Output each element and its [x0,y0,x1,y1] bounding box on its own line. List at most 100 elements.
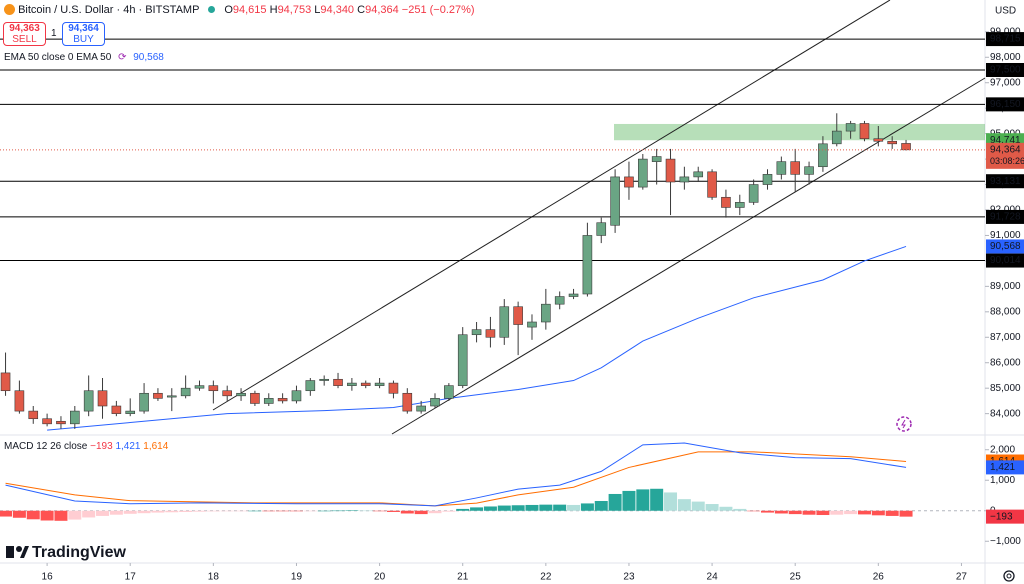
buy-label[interactable]: BUY [73,34,94,45]
candle-body [111,405,122,414]
logo-mark [16,546,22,552]
macd-y-tick-label: 1,000 [990,475,1015,486]
candle-body [70,410,80,425]
macd-histogram-bar [40,510,54,521]
icon[interactable] [901,419,906,429]
countdown: 03:08:26 [990,156,1024,166]
macd-histogram-bar [289,510,303,512]
macd-histogram-bar [151,510,165,513]
candle-body [457,334,468,386]
x-tick-label: 27 [956,572,968,583]
icon[interactable] [896,416,912,432]
y-tick-label: 99,000 [990,26,1021,37]
level-label: 98,715 [990,34,1021,45]
candle-body [554,296,565,305]
y-tick-label: 86,000 [990,357,1021,368]
y-tick-label: 84,000 [990,408,1021,419]
sell-label[interactable]: SELL [12,34,37,45]
candle-body [693,171,704,178]
macd-histogram-bar [262,510,276,512]
macd-histogram-bar [109,510,123,515]
replay-icon[interactable] [896,416,912,432]
macd-histogram-bar [414,510,428,515]
candle-body [721,196,731,208]
y-tick-label: 89,000 [990,281,1021,292]
macd-histogram-bar [747,510,761,512]
macd-histogram-bar [622,490,636,511]
candle-body [56,420,66,425]
buy-button[interactable]: 94,364 BUY [62,22,105,46]
sell-button[interactable]: 94,363 SELL [3,22,46,46]
currency: USD [995,6,1016,17]
macd-histogram-bar [456,508,470,511]
candle-body [277,398,288,402]
candle-body [416,405,426,412]
macd-histogram-bar [400,510,414,514]
candle-body [776,161,787,175]
candle-body [485,329,496,338]
zone [614,123,985,141]
candle-body [596,222,607,236]
ema-value: 90,568 [133,52,164,63]
macd-line [5,442,907,507]
buy-price[interactable]: 94,364 [68,23,99,34]
macd-histogram-bar [179,510,193,512]
level-label: 91,728 [990,212,1021,223]
candle-body [42,418,52,425]
macd-hist-value: −193 [90,441,113,452]
logo: TradingView [6,544,127,561]
macd-histogram-bar [733,508,747,511]
macd-histogram-bar [248,510,262,512]
ema-name: EMA 50 close 0 EMA 50 [4,52,112,63]
settings-icon[interactable] [1003,570,1015,582]
macd-histogram-bar [857,510,871,515]
macd-histogram-bar [885,510,899,516]
ema-legend: EMA 50 close 0 EMA 50 ⟳ 90,568 [4,52,164,63]
macd-histogram-bar [428,510,442,514]
candle-body [305,380,316,392]
x-tick-label: 22 [540,572,552,583]
ema-label-bg [986,239,1024,254]
candle-body [360,382,371,386]
macd-histogram-bar [82,510,96,518]
candle-body [402,392,413,412]
x-tick-label: 18 [208,572,220,583]
candle-body [831,130,842,145]
x-tick-label: 17 [125,572,137,583]
candle-body [901,143,911,151]
c-label: C [357,4,366,16]
logo-text: TradingView [32,544,127,561]
macd-histogram-bar [331,510,345,512]
logo-mark [6,546,14,558]
candle-body [28,410,39,420]
l-value: 94,340 [320,4,355,16]
level-label: 93,131 [990,176,1021,187]
level-label: 90,014 [990,255,1021,266]
x-tick-label: 21 [457,572,469,583]
macd-histogram-bar [705,504,719,511]
y-tick-label: 91,000 [990,230,1021,241]
candle-body [610,176,620,226]
l-label: L [314,4,321,16]
candle-body [153,392,163,399]
macd-histogram-bar [636,489,650,511]
icon[interactable] [1003,570,1015,582]
icon[interactable] [1006,573,1012,579]
o-label: O [224,4,233,16]
candle-body [859,123,870,140]
macd-histogram-bar [0,510,13,517]
y-tick-label: 87,000 [990,332,1021,343]
macd-y-tick-label: −1,000 [990,536,1021,547]
candle-body [707,171,717,198]
macd-histogram-bar [192,510,206,512]
macd-histogram-bar [137,510,151,514]
macd-name: MACD 12 26 close [4,441,88,452]
sell-price[interactable]: 94,363 [9,23,40,34]
x-tick-label: 20 [374,572,386,583]
candle-body [333,378,343,386]
macd-histogram-bar [220,510,234,512]
macd-histogram-bar [788,510,802,515]
histogram-label-bg [986,509,1024,524]
